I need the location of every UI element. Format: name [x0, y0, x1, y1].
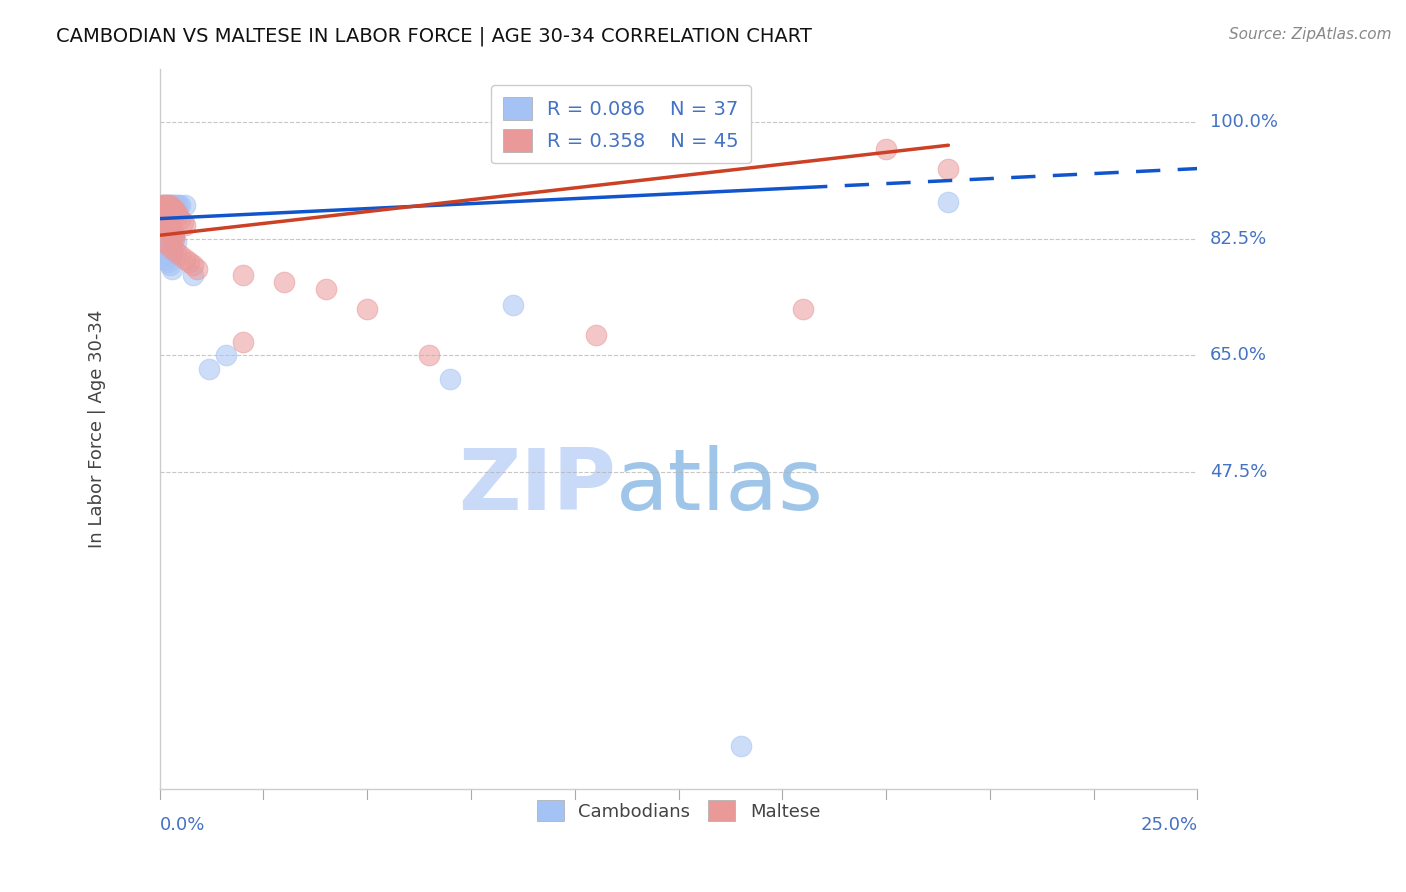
Point — [153, 215, 176, 229]
Text: atlas: atlas — [616, 445, 824, 528]
Point — [163, 232, 186, 246]
Point — [730, 739, 752, 753]
Point — [165, 244, 187, 259]
Point — [159, 198, 181, 212]
Point — [232, 334, 254, 349]
Text: 47.5%: 47.5% — [1211, 463, 1267, 481]
Point — [153, 211, 176, 226]
Text: 82.5%: 82.5% — [1211, 229, 1267, 248]
Point — [155, 219, 177, 233]
Text: In Labor Force | Age 30-34: In Labor Force | Age 30-34 — [89, 310, 107, 548]
Point — [165, 198, 187, 212]
Point — [160, 228, 183, 243]
Point — [163, 228, 186, 243]
Point — [198, 361, 221, 376]
Point — [156, 219, 179, 233]
Point — [215, 348, 238, 362]
Point — [163, 202, 186, 216]
Point — [173, 252, 195, 266]
Point — [159, 198, 181, 212]
Point — [150, 208, 173, 222]
Point — [156, 242, 179, 256]
Point — [153, 248, 176, 262]
Point — [169, 211, 191, 226]
Point — [173, 198, 195, 212]
Point — [159, 258, 181, 272]
Point — [160, 225, 183, 239]
Point — [173, 219, 195, 233]
Point — [155, 198, 177, 212]
Point — [156, 255, 179, 269]
Point — [160, 242, 183, 256]
Point — [159, 221, 181, 235]
Point — [938, 194, 960, 209]
Point — [315, 282, 337, 296]
Point — [181, 258, 204, 272]
Point — [165, 205, 187, 219]
Point — [273, 275, 295, 289]
Point — [167, 208, 190, 222]
Point — [439, 372, 461, 386]
Point — [150, 211, 173, 226]
Point — [159, 221, 181, 235]
Point — [232, 268, 254, 283]
Point — [156, 198, 179, 212]
Point — [156, 238, 179, 252]
Point — [356, 301, 378, 316]
Point — [150, 211, 173, 226]
Point — [153, 211, 176, 226]
Point — [156, 198, 179, 212]
Point — [156, 219, 179, 233]
Point — [165, 235, 187, 249]
Point — [153, 228, 176, 243]
Point — [163, 228, 186, 243]
Point — [169, 198, 191, 212]
Text: CAMBODIAN VS MALTESE IN LABOR FORCE | AGE 30-34 CORRELATION CHART: CAMBODIAN VS MALTESE IN LABOR FORCE | AG… — [56, 27, 813, 46]
Point — [160, 261, 183, 276]
Point — [160, 235, 183, 249]
Point — [150, 198, 173, 212]
Point — [172, 215, 194, 229]
Point — [160, 221, 183, 235]
Text: 0.0%: 0.0% — [160, 815, 205, 834]
Point — [155, 198, 177, 212]
Text: 65.0%: 65.0% — [1211, 346, 1267, 364]
Point — [153, 235, 176, 249]
Point — [160, 198, 183, 212]
Point — [160, 202, 183, 216]
Point — [186, 261, 208, 276]
Text: ZIP: ZIP — [458, 445, 616, 528]
Point — [163, 198, 186, 212]
Point — [418, 348, 440, 362]
Point — [502, 298, 524, 312]
Point — [585, 328, 607, 343]
Text: Source: ZipAtlas.com: Source: ZipAtlas.com — [1229, 27, 1392, 42]
Point — [181, 268, 204, 283]
Point — [155, 215, 177, 229]
Point — [156, 221, 179, 235]
Point — [169, 248, 191, 262]
Legend: Cambodians, Maltese: Cambodians, Maltese — [527, 791, 830, 830]
Point — [153, 198, 176, 212]
Text: 100.0%: 100.0% — [1211, 113, 1278, 131]
Point — [155, 252, 177, 266]
Point — [167, 198, 190, 212]
Text: 25.0%: 25.0% — [1140, 815, 1198, 834]
Point — [153, 198, 176, 212]
Point — [177, 255, 200, 269]
Point — [792, 301, 814, 316]
Point — [938, 161, 960, 176]
Point — [155, 215, 177, 229]
Point — [153, 242, 176, 256]
Point — [875, 142, 897, 156]
Point — [160, 244, 183, 259]
Point — [159, 225, 181, 239]
Point — [156, 228, 179, 243]
Point — [150, 198, 173, 212]
